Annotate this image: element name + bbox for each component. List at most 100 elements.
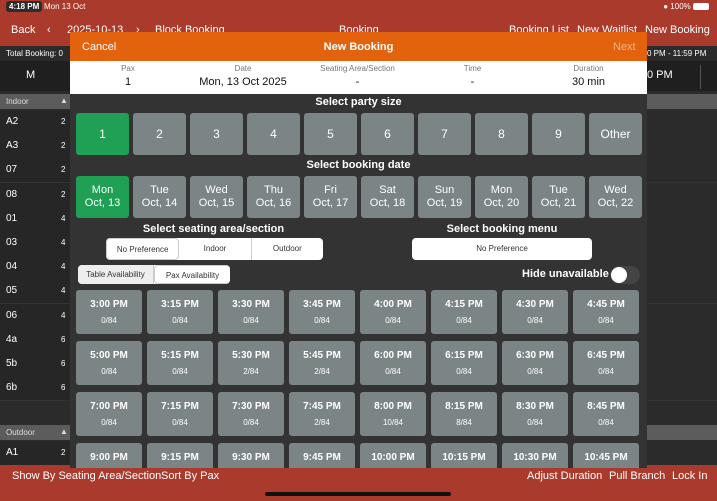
time-slot[interactable]: 6:30 PM 0/84 — [502, 341, 568, 385]
chevron-up-icon[interactable]: ▲ — [60, 96, 68, 105]
table-availability-tab[interactable]: Table Availability — [78, 265, 154, 284]
timeline-row[interactable] — [646, 134, 717, 160]
booking-menu-select[interactable]: No Preference — [412, 238, 592, 260]
time-slot[interactable]: 4:45 PM 0/84 — [573, 290, 639, 334]
prev-date-icon[interactable]: ‹ — [47, 24, 51, 36]
time-slot[interactable]: 10:00 PM — [360, 443, 426, 468]
time-slot[interactable]: 3:45 PM 0/84 — [289, 290, 355, 334]
back-button[interactable]: Back — [11, 24, 36, 36]
new-booking-button[interactable]: New Booking — [645, 24, 710, 36]
time-slot[interactable]: 6:00 PM 0/84 — [360, 341, 426, 385]
chevron-up-icon[interactable]: ▲ — [60, 427, 68, 436]
time-slot[interactable]: 3:30 PM 0/84 — [218, 290, 284, 334]
table-row[interactable]: 05 4 — [0, 279, 70, 305]
seating-no-preference[interactable]: No Preference — [106, 238, 180, 260]
table-row[interactable]: 5b 6 — [0, 352, 70, 377]
timeline-row[interactable] — [646, 158, 717, 184]
table-row[interactable]: 6b 6 — [0, 376, 70, 402]
timeline-row[interactable] — [646, 255, 717, 281]
date-option[interactable]: Sat Oct, 18 — [361, 176, 414, 218]
time-slot[interactable]: 8:30 PM 0/84 — [502, 392, 568, 436]
timeline-row[interactable] — [646, 110, 717, 135]
table-row[interactable]: 06 4 — [0, 303, 70, 329]
time-slot[interactable]: 8:15 PM 8/84 — [431, 392, 497, 436]
seating-outdoor[interactable]: Outdoor — [272, 244, 302, 253]
time-slot[interactable]: 4:00 PM 0/84 — [360, 290, 426, 334]
party-size-option[interactable]: 3 — [190, 113, 243, 155]
party-size-option[interactable]: Other — [589, 113, 642, 155]
time-slot[interactable]: 9:15 PM — [147, 443, 213, 468]
timeline-row[interactable] — [646, 327, 717, 353]
time-slot[interactable]: 9:30 PM — [218, 443, 284, 468]
time-slot[interactable]: 10:30 PM — [502, 443, 568, 468]
timeline-row[interactable] — [646, 303, 717, 329]
timeline-row[interactable] — [646, 206, 717, 232]
party-size-option[interactable]: 4 — [247, 113, 300, 155]
table-row[interactable]: A2 2 — [0, 110, 70, 135]
time-slot[interactable]: 5:45 PM 2/84 — [289, 341, 355, 385]
table-row[interactable]: 07 2 — [0, 158, 70, 184]
date-option[interactable]: Tue Oct, 14 — [133, 176, 186, 218]
next-button[interactable]: Next — [613, 41, 636, 53]
time-slot[interactable]: 5:30 PM 2/84 — [218, 341, 284, 385]
time-slot[interactable]: 4:15 PM 0/84 — [431, 290, 497, 334]
time-slot[interactable]: 7:30 PM 0/84 — [218, 392, 284, 436]
table-row[interactable]: 4a 6 — [0, 327, 70, 353]
party-size-option[interactable]: 2 — [133, 113, 186, 155]
date-option[interactable]: Tue Oct, 21 — [532, 176, 585, 218]
party-size-option[interactable]: 8 — [475, 113, 528, 155]
hide-unavailable-toggle[interactable] — [610, 266, 640, 284]
time-slot[interactable]: 7:00 PM 0/84 — [76, 392, 142, 436]
timeline-row[interactable] — [646, 352, 717, 377]
party-size-option[interactable]: 7 — [418, 113, 471, 155]
time-slot[interactable]: 7:15 PM 0/84 — [147, 392, 213, 436]
time-slot[interactable]: 5:15 PM 0/84 — [147, 341, 213, 385]
time-slot[interactable]: 9:00 PM — [76, 443, 142, 468]
pax-availability-tab[interactable]: Pax Availability — [154, 265, 230, 284]
date-option[interactable]: Fri Oct, 17 — [304, 176, 357, 218]
timeline-row[interactable] — [646, 279, 717, 305]
date-option[interactable]: Mon Oct, 20 — [475, 176, 528, 218]
date-option[interactable]: Sun Oct, 19 — [418, 176, 471, 218]
table-row[interactable]: 04 4 — [0, 255, 70, 281]
cancel-button[interactable]: Cancel — [82, 41, 117, 53]
time-slot[interactable]: 6:15 PM 0/84 — [431, 341, 497, 385]
time-slot[interactable]: 5:00 PM 0/84 — [76, 341, 142, 385]
pull-branch-button[interactable]: Pull Branch — [609, 470, 666, 482]
date-option[interactable]: Mon Oct, 13 — [76, 176, 129, 218]
date-option[interactable]: Wed Oct, 15 — [190, 176, 243, 218]
seating-indoor[interactable]: Indoor — [179, 238, 252, 260]
party-size-option[interactable]: 9 — [532, 113, 585, 155]
next-date-icon[interactable]: › — [136, 24, 140, 36]
table-row[interactable]: 01 4 — [0, 206, 70, 232]
timeline-row[interactable] — [646, 376, 717, 402]
time-slot[interactable]: 10:15 PM — [431, 443, 497, 468]
table-row[interactable]: 03 4 — [0, 231, 70, 256]
timeline-row[interactable] — [646, 231, 717, 256]
timeline-row[interactable] — [646, 182, 717, 208]
time-slot[interactable]: 3:15 PM 0/84 — [147, 290, 213, 334]
party-size-option[interactable]: 1 — [76, 113, 129, 155]
date-option[interactable]: Wed Oct, 22 — [589, 176, 642, 218]
show-by-section-button[interactable]: Show By Seating Area/Section — [12, 470, 162, 482]
time-slot[interactable]: 9:45 PM — [289, 443, 355, 468]
section-outdoor[interactable]: Outdoor ▲ — [0, 425, 70, 440]
time-slot[interactable]: 3:00 PM 0/84 — [76, 290, 142, 334]
time-slot[interactable]: 4:30 PM 0/84 — [502, 290, 568, 334]
time-slot[interactable]: 8:45 PM 0/84 — [573, 392, 639, 436]
section-indoor[interactable]: Indoor ▲ — [0, 94, 70, 109]
adjust-duration-button[interactable]: Adjust Duration — [527, 470, 603, 482]
lock-in-button[interactable]: Lock In — [672, 470, 708, 482]
date-option[interactable]: Thu Oct, 16 — [247, 176, 300, 218]
table-row[interactable]: A3 2 — [0, 134, 70, 160]
party-size-option[interactable]: 5 — [304, 113, 357, 155]
table-row[interactable]: A1 2 — [0, 441, 70, 466]
sort-by-pax-button[interactable]: Sort By Pax — [161, 470, 220, 482]
party-size-option[interactable]: 6 — [361, 113, 414, 155]
table-row[interactable]: 08 2 — [0, 182, 70, 208]
time-slot[interactable]: 7:45 PM 2/84 — [289, 392, 355, 436]
time-slot[interactable]: 10:45 PM — [573, 443, 639, 468]
time-slot[interactable]: 6:45 PM 0/84 — [573, 341, 639, 385]
time-slot[interactable]: 8:00 PM 10/84 — [360, 392, 426, 436]
time-slot-pax: 0/84 — [101, 367, 117, 376]
